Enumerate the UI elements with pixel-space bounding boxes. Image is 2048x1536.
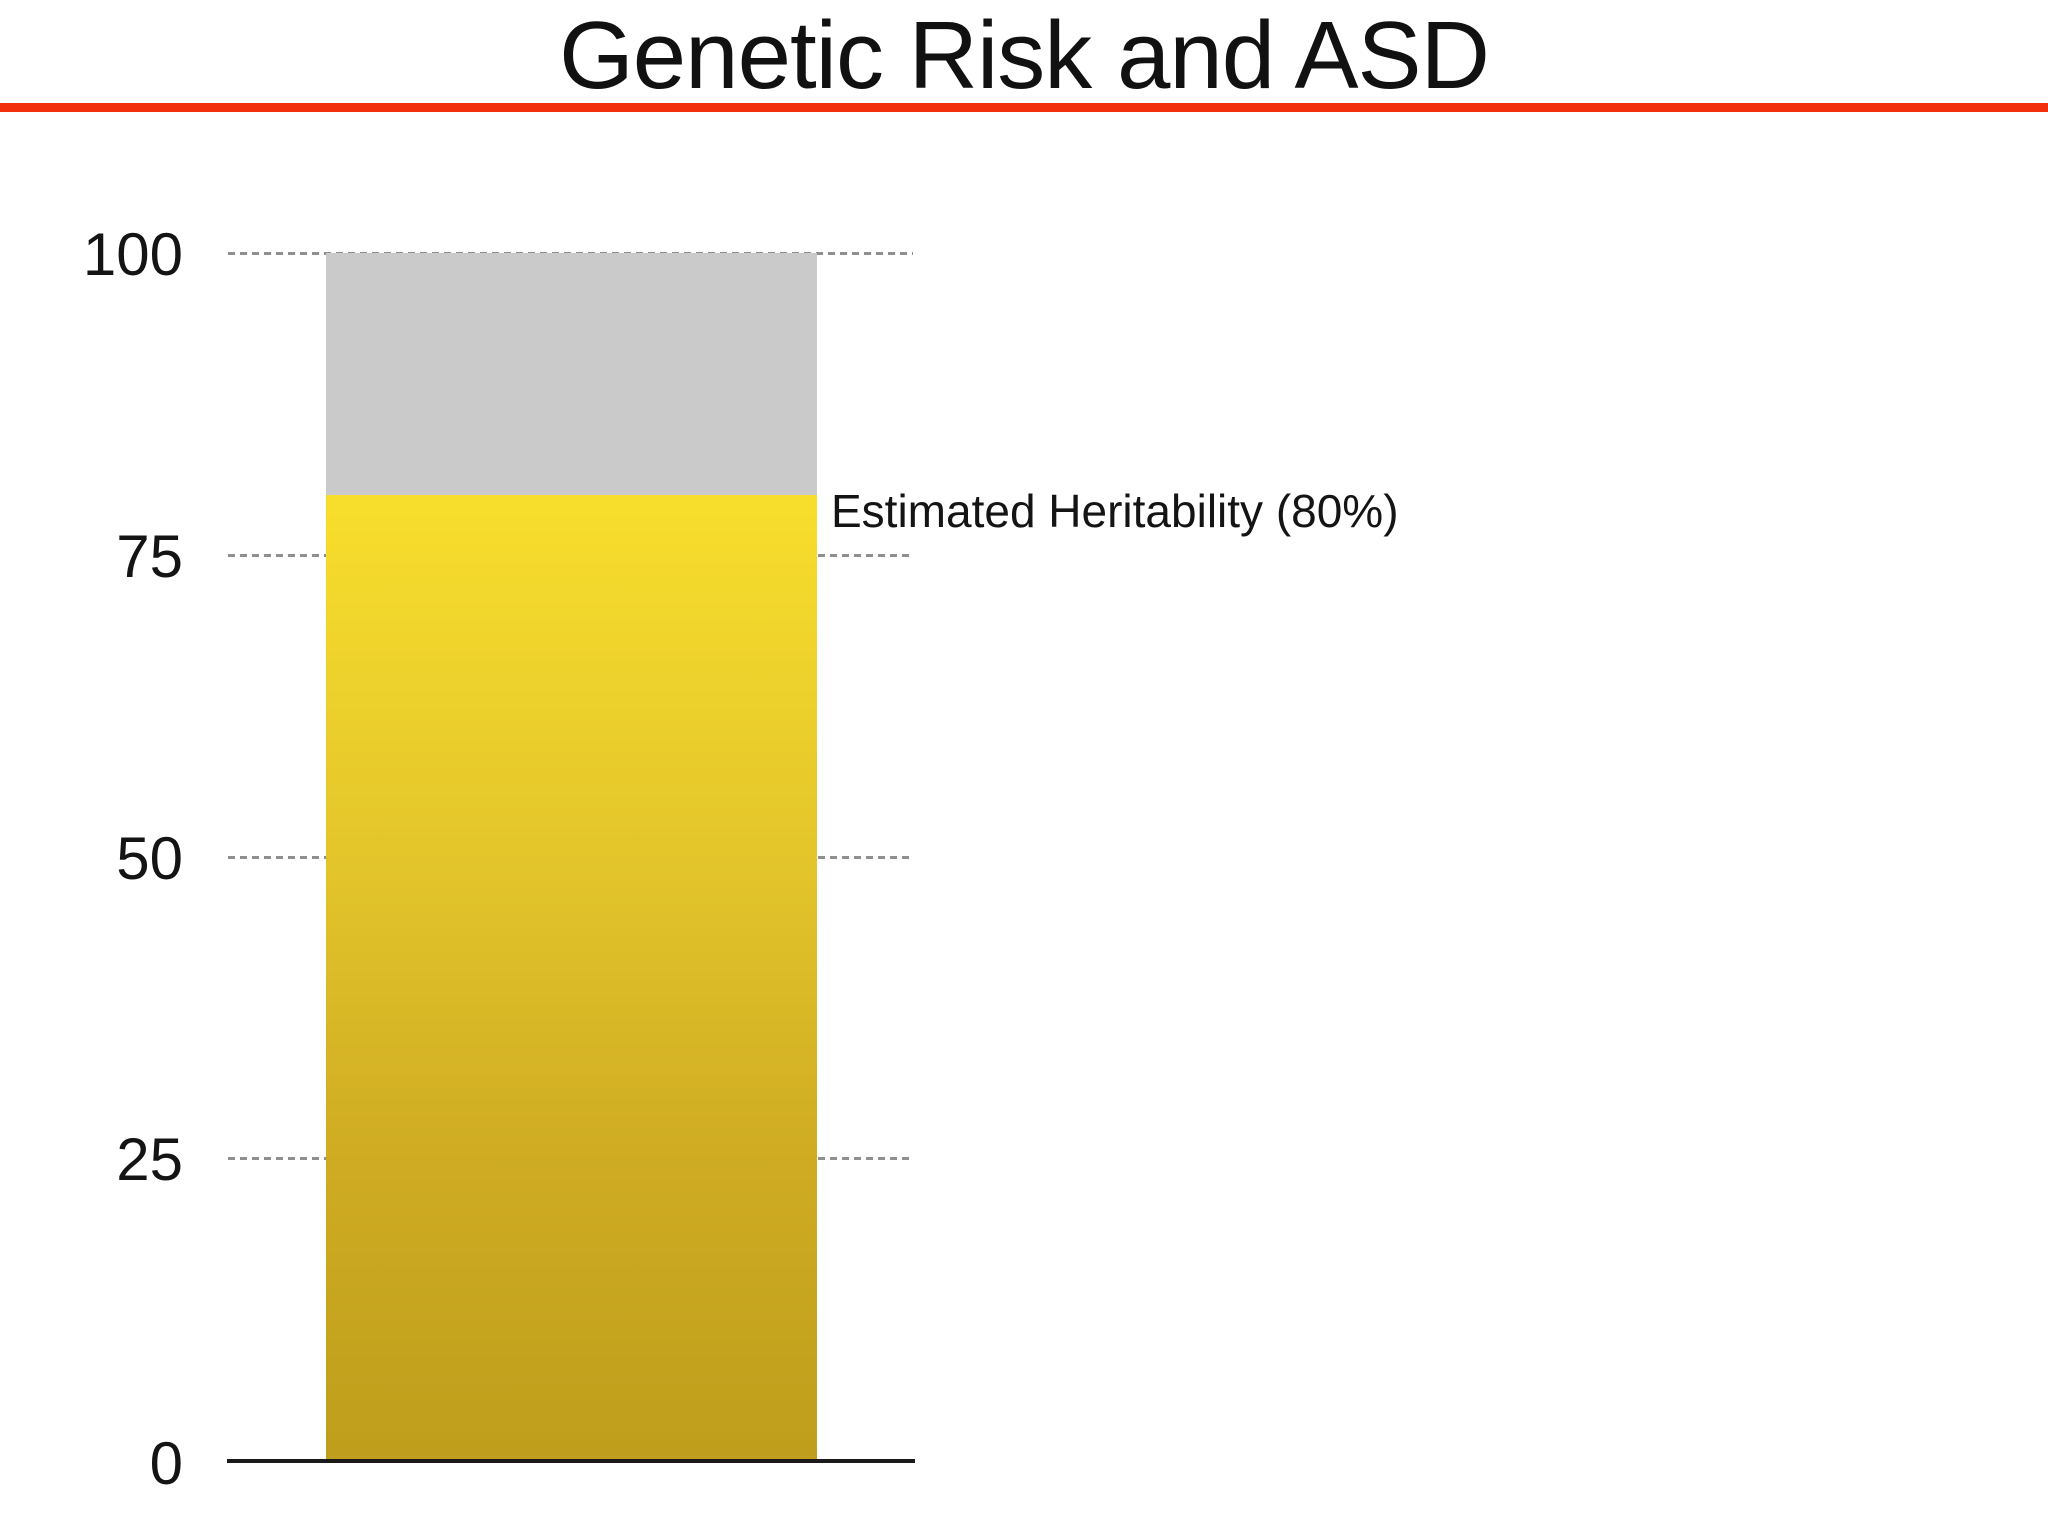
heritability-annotation-label: Estimated Heritability (80%) [831,485,1399,537]
y-tick-label-100: 100 [82,221,183,288]
y-tick-label-0: 0 [149,1430,183,1497]
gridline-75-left [228,554,326,557]
page-title: Genetic Risk and ASD [559,2,1490,109]
y-tick-label-50: 50 [116,825,183,892]
y-tick-label-75: 75 [116,523,183,590]
bar-segment-remainder [326,253,817,495]
gridline-25-left [228,1157,326,1160]
title-divider-line [0,103,2048,112]
y-tick-label-25: 25 [116,1126,183,1193]
gridline-50-left [228,856,326,859]
gridline-75-right [818,554,913,557]
x-axis-line [227,1459,915,1463]
gridline-50-right [818,856,913,859]
gridline-25-right [818,1157,913,1160]
bar-segment-heritability [326,495,817,1460]
